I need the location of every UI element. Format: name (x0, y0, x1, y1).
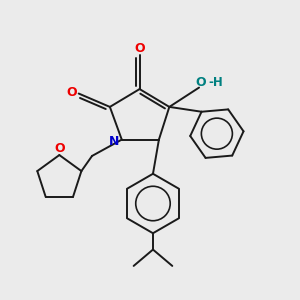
Text: O: O (55, 142, 65, 155)
Text: N: N (109, 135, 119, 148)
Text: O: O (67, 85, 77, 98)
Text: O: O (134, 42, 145, 55)
Text: O: O (195, 76, 206, 89)
Text: -H: -H (208, 76, 223, 89)
